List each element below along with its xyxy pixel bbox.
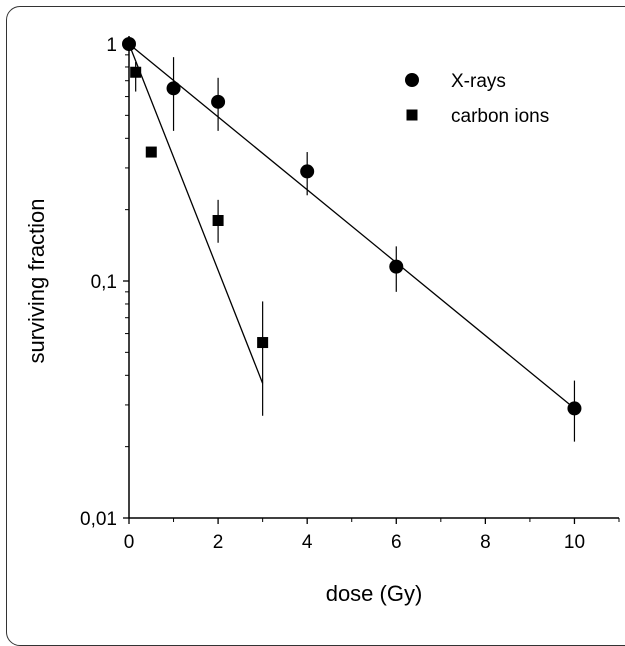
data-markers — [122, 37, 582, 416]
data-point-x-rays — [389, 259, 404, 274]
data-point-carbon-ions — [212, 215, 224, 227]
data-point-x-rays — [211, 94, 226, 109]
data-point-x-rays — [122, 37, 136, 51]
survival-chart: 0 2 4 6 8 10 1 0,1 0,01 dose (Gy) surviving frac… — [24, 35, 620, 606]
x-tick-label: 6 — [391, 532, 402, 553]
y-tick-label: 0,1 — [91, 272, 117, 293]
data-point-carbon-ions — [257, 337, 269, 349]
legend-marker-x-rays — [405, 73, 419, 87]
tick-labels: 0 2 4 6 8 10 1 0,1 0,01 — [80, 35, 585, 553]
legend-marker-carbon-ions — [406, 109, 418, 121]
legend: X-rays carbon ions — [405, 71, 549, 127]
legend-label-x-rays: X-rays — [451, 71, 506, 92]
axes — [123, 36, 620, 524]
legend-label-carbon-ions: carbon ions — [451, 106, 549, 127]
fit-lines — [128, 43, 575, 409]
data-point-carbon-ions — [145, 146, 157, 158]
x-tick-label: 4 — [302, 532, 313, 553]
x-tick-label: 0 — [124, 532, 135, 553]
y-axis-label: surviving fraction — [24, 198, 49, 363]
x-tick-label: 8 — [480, 532, 491, 553]
y-tick-label: 1 — [106, 35, 117, 56]
data-point-carbon-ions — [130, 66, 142, 78]
data-point-x-rays — [567, 401, 582, 416]
data-point-x-rays — [166, 81, 181, 96]
x-tick-label: 10 — [564, 532, 585, 553]
data-point-x-rays — [300, 164, 315, 179]
y-tick-label: 0,01 — [80, 509, 117, 530]
fit-line-carbon-ions — [128, 43, 264, 384]
fit-line-x-rays — [128, 43, 575, 409]
x-tick-label: 2 — [213, 532, 224, 553]
x-axis-label: dose (Gy) — [326, 581, 423, 606]
